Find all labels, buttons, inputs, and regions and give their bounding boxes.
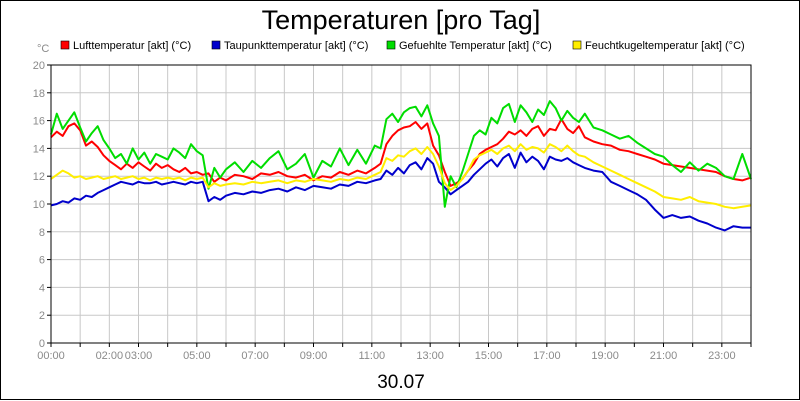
y-tick-label: 4 [39,282,45,294]
x-tick-label: 11:00 [358,350,385,362]
grid [50,64,752,344]
legend-swatch-gefuehlte-temperatur [386,40,396,50]
y-tick-label: 18 [33,88,45,100]
series-lines [50,100,752,232]
legend-label-taupunkttemperatur: Taupunkttemperatur [akt] (°C) [224,40,368,52]
x-tick-label: 23:00 [708,350,736,362]
y-tick-label: 6 [39,255,45,267]
y-tick-label: 8 [39,227,45,239]
legend-item-lufttemperatur: Lufttemperatur [akt] (°C) [60,40,191,52]
legend-item-taupunkttemperatur: Taupunkttemperatur [akt] (°C) [211,40,368,52]
plot-area-border [50,64,752,344]
series-line-taupunkttemperatur [50,151,751,232]
legend-label-gefuehlte-temperatur: Gefuehlte Temperatur [akt] (°C) [399,40,552,52]
y-tick-label: 2 [39,310,45,322]
x-tick-label: 05:00 [183,350,211,362]
y-tick-label: 10 [33,199,45,211]
chart-title: Temperaturen [pro Tag] [262,5,541,35]
y-tick-label: 16 [33,116,45,128]
legend-item-gefuehlte-temperatur: Gefuehlte Temperatur [akt] (°C) [386,40,552,52]
y-axis: 0 2 4 6 8 10 12 14 16 18 20 [33,60,51,350]
series-line-lufttemperatur [50,118,752,187]
x-tick-label: 09:00 [300,350,328,362]
legend-swatch-feuchtkugeltemperatur [572,40,582,50]
legend-swatch-lufttemperatur [60,40,70,50]
x-tick-label: 00:00 [37,350,65,362]
legend-swatch-taupunkttemperatur [211,40,221,50]
x-tick-label: 17:00 [533,350,561,362]
x-tick-label: 03:00 [125,350,153,362]
series-line-feuchtkugeltemperatur [50,143,752,210]
series-line-gefuehlte [50,100,752,208]
y-tick-label: 0 [39,338,45,350]
x-tick-label: 13:00 [416,350,444,362]
x-axis-date-label: 30.07 [377,372,425,393]
y-unit-label: °C [37,43,49,55]
x-tick-label: 15:00 [475,350,503,362]
y-tick-label: 14 [33,143,45,155]
x-tick-label: 02:00 [96,350,124,362]
legend-label-feuchtkugeltemperatur: Feuchtkugeltemperatur [akt] (°C) [585,40,745,52]
legend: Lufttemperatur [akt] (°C) Taupunkttemper… [60,40,745,52]
x-tick-label: 07:00 [241,350,269,362]
y-tick-label: 12 [33,171,45,183]
y-tick-label: 20 [33,60,45,72]
x-tick-label: 21:00 [650,350,678,362]
legend-item-feuchtkugeltemperatur: Feuchtkugeltemperatur [akt] (°C) [572,40,745,52]
x-axis: 00:00 02:00 03:00 05:00 07:00 09:00 11:00 13:00… [37,343,752,362]
x-tick-label: 19:00 [591,350,619,362]
legend-label-lufttemperatur: Lufttemperatur [akt] (°C) [73,40,191,52]
